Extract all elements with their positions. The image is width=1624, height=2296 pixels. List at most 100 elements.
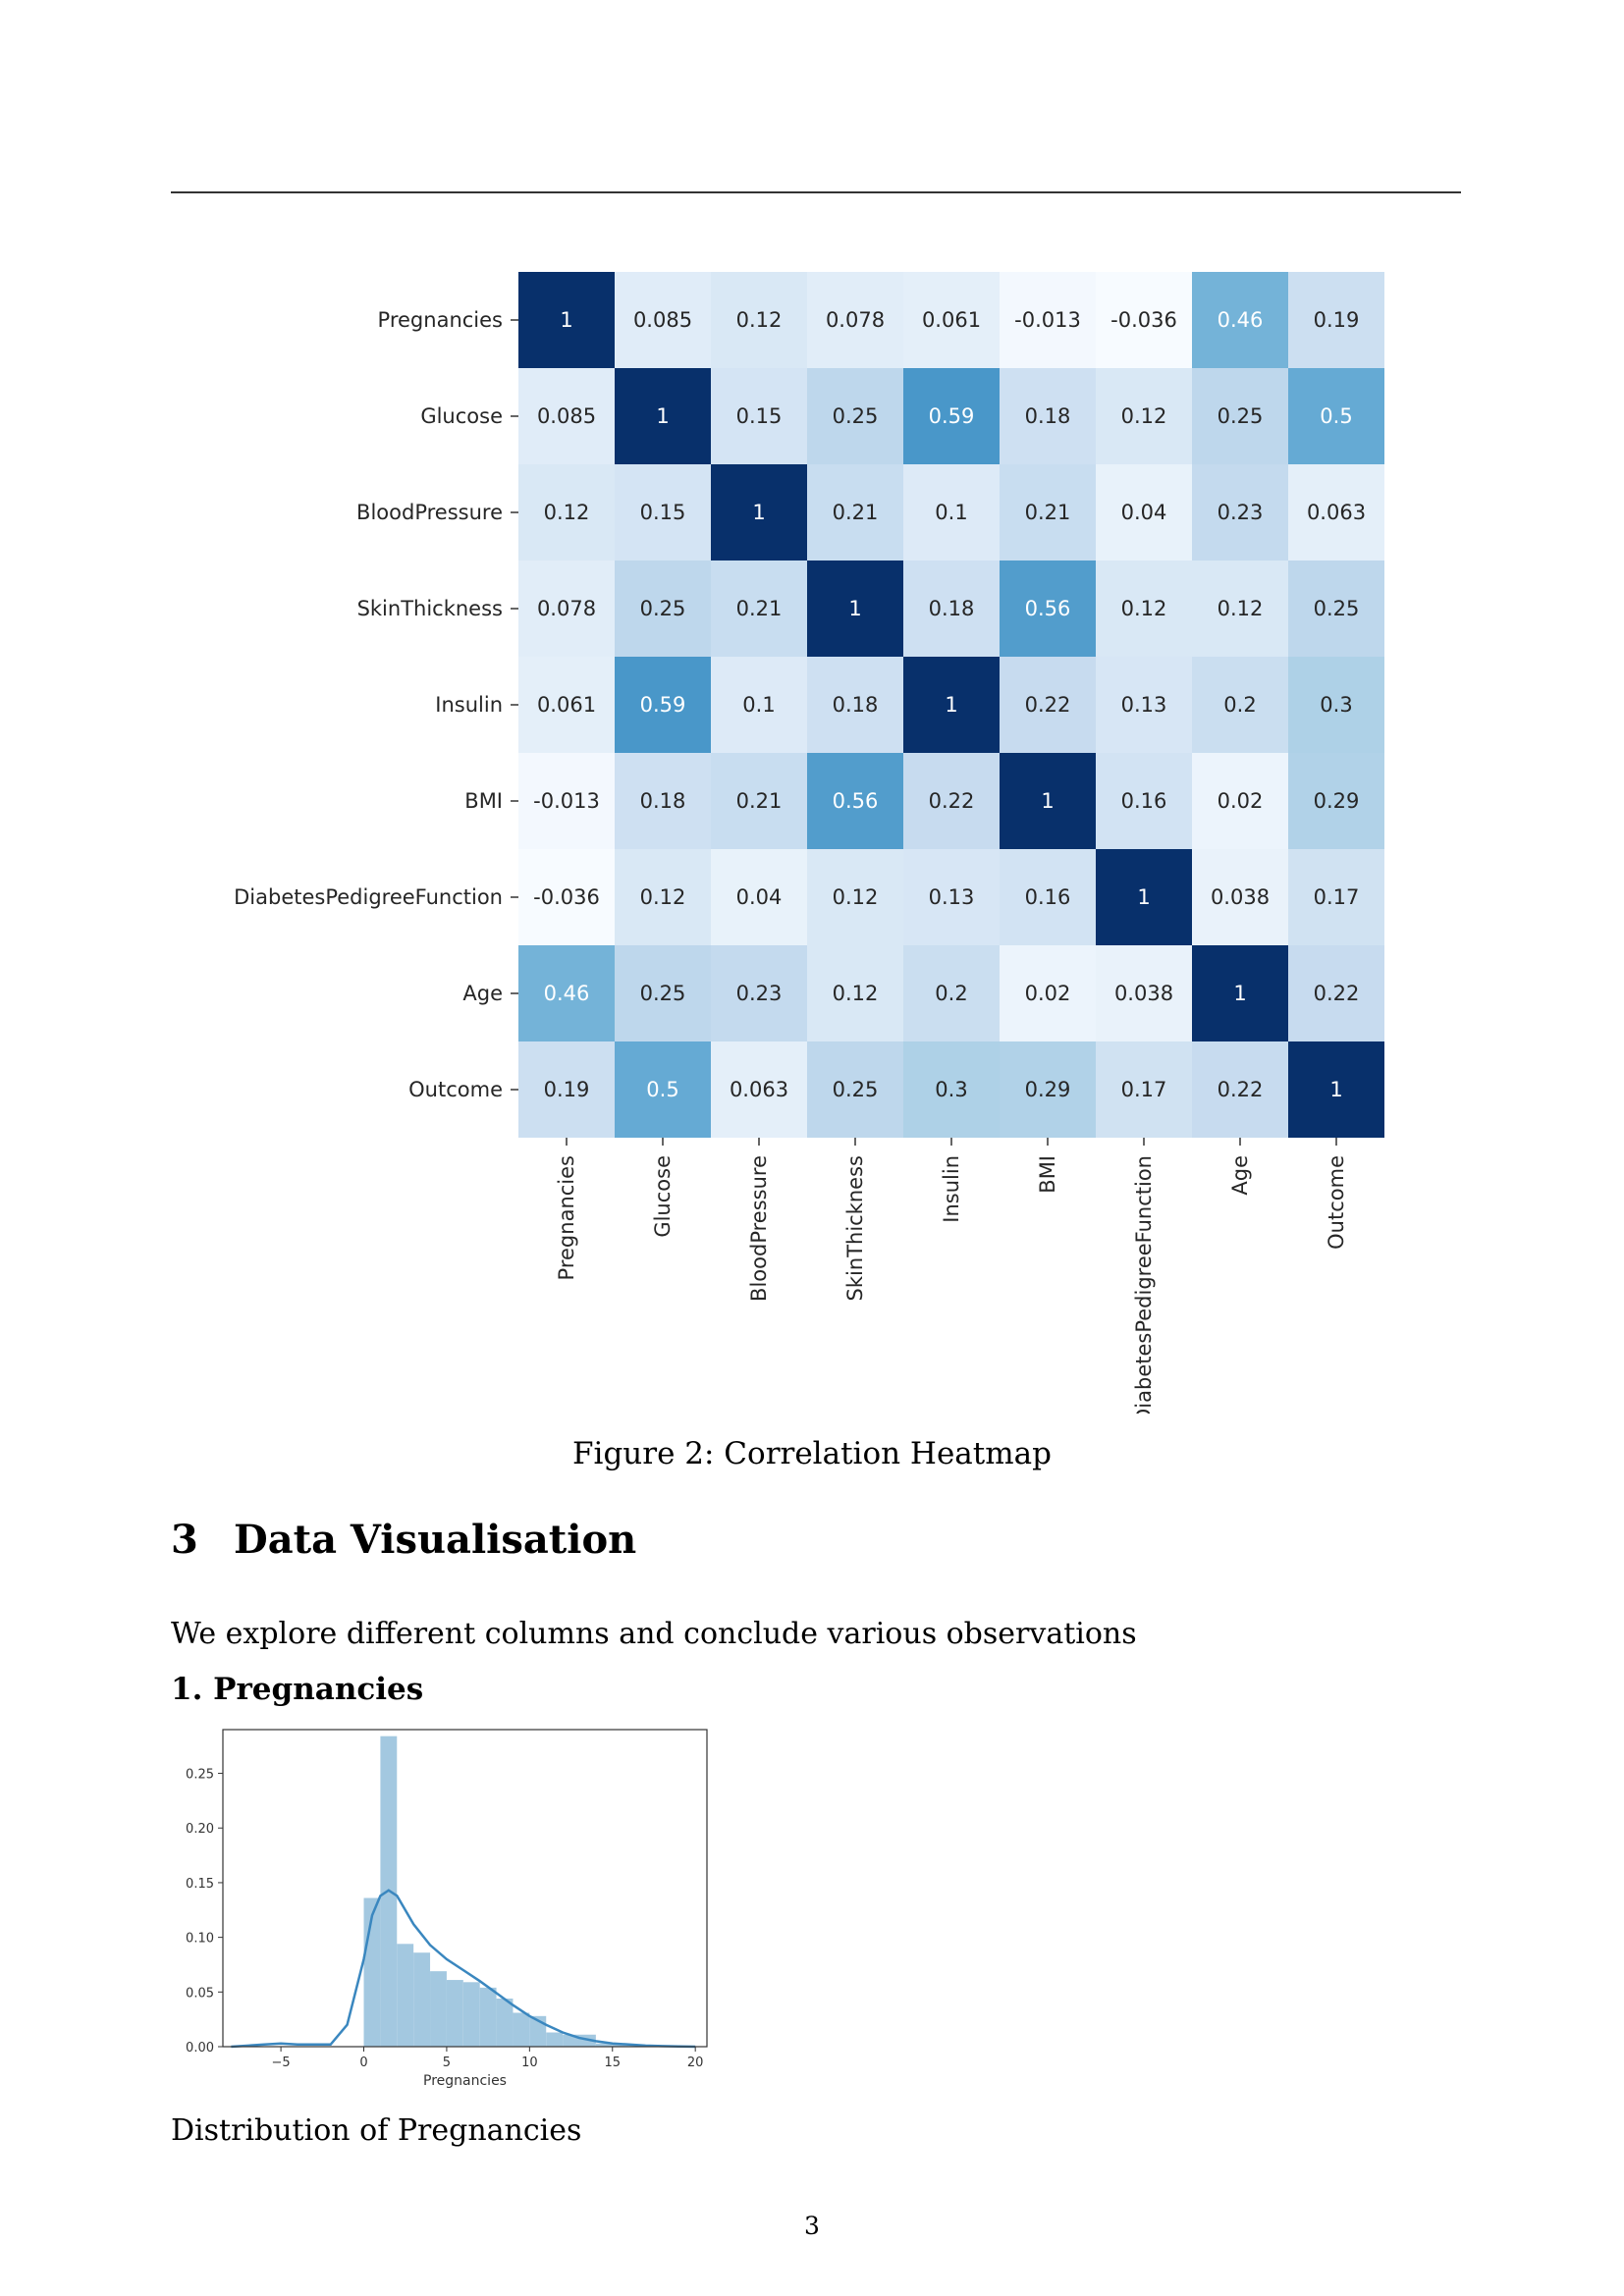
heatmap-cell-value: 0.04 xyxy=(736,885,783,909)
heatmap-cell-value: 0.12 xyxy=(1218,597,1264,620)
heatmap-cell xyxy=(903,272,1000,368)
heatmap-cell xyxy=(518,561,615,657)
heatmap-cell xyxy=(711,368,807,464)
histogram-bar xyxy=(496,1998,514,2047)
heatmap-cell xyxy=(711,849,807,945)
heatmap-cell xyxy=(615,945,711,1041)
heatmap-cell-value: 0.18 xyxy=(929,597,975,620)
intro-text: We explore different columns and conclud… xyxy=(171,1617,1137,1651)
heatmap-cell-value: 0.19 xyxy=(1314,308,1360,332)
heatmap-cell-value: 0.21 xyxy=(833,501,879,524)
y-tick-label: 0.05 xyxy=(186,1986,214,2001)
heatmap-cell-value: 0.12 xyxy=(736,308,783,332)
heatmap-cell-value: 0.18 xyxy=(1025,404,1071,428)
heatmap-cell-value: 0.25 xyxy=(1218,404,1264,428)
heatmap-cell-value: 0.29 xyxy=(1025,1078,1071,1101)
heatmap-cell xyxy=(1096,849,1192,945)
heatmap-cell-value: 0.59 xyxy=(640,693,686,717)
heatmap-cell xyxy=(1096,1041,1192,1138)
heatmap-cell-value: 0.25 xyxy=(640,597,686,620)
heatmap-cell-value: 0.56 xyxy=(833,789,879,813)
heatmap-cell xyxy=(1000,561,1096,657)
heatmap-cell-value: 0.25 xyxy=(833,404,879,428)
heatmap-cell-value: 0.22 xyxy=(1218,1078,1264,1101)
heatmap-cell xyxy=(807,464,903,561)
heatmap-cell xyxy=(1096,464,1192,561)
heatmap-cell xyxy=(1288,464,1384,561)
x-tick-label: SkinThickness xyxy=(843,1155,867,1301)
histogram-bar xyxy=(612,2044,629,2047)
heatmap-cell xyxy=(807,272,903,368)
y-tick-label: 0.25 xyxy=(186,1768,214,1783)
plot-frame xyxy=(222,1729,708,2048)
heatmap-cell xyxy=(615,464,711,561)
heatmap-cell-value: -0.036 xyxy=(1110,308,1177,332)
heatmap-cell xyxy=(1192,1041,1288,1138)
heatmap-cell-value: 0.1 xyxy=(935,501,967,524)
heatmap-cell xyxy=(518,849,615,945)
heatmap-cell-value: 0.061 xyxy=(922,308,981,332)
heatmap-cell-value: 0.085 xyxy=(537,404,596,428)
heatmap-cell xyxy=(1000,464,1096,561)
heatmap-cell-value: 0.21 xyxy=(736,789,783,813)
kde-line xyxy=(231,1889,696,2049)
section-title: Data Visualisation xyxy=(234,1517,637,1563)
heatmap-cell xyxy=(1096,657,1192,753)
heatmap-cell-value: 1 xyxy=(560,308,572,332)
heatmap-cell-value: 0.5 xyxy=(1320,404,1352,428)
histogram-bar xyxy=(462,1982,480,2047)
heatmap-cell xyxy=(1000,1041,1096,1138)
heatmap-cell-value: 0.23 xyxy=(736,982,783,1005)
heatmap-cell xyxy=(1192,657,1288,753)
heatmap-cell-value: 0.04 xyxy=(1121,501,1167,524)
heatmap-cell xyxy=(1192,753,1288,849)
heatmap-cell-value: 1 xyxy=(1137,885,1150,909)
heatmap-cell-value: 0.13 xyxy=(929,885,975,909)
heatmap-cell xyxy=(711,657,807,753)
heatmap-cell xyxy=(615,849,711,945)
heatmap-cell-value: 0.13 xyxy=(1121,693,1167,717)
heatmap-cell xyxy=(1288,753,1384,849)
x-tick-label: Outcome xyxy=(1325,1155,1348,1250)
heatmap-cell xyxy=(711,464,807,561)
heatmap-cell-value: 0.2 xyxy=(935,982,967,1005)
heatmap-cell-value: 1 xyxy=(752,501,765,524)
heatmap-cell xyxy=(903,1041,1000,1138)
x-tick-label: 0 xyxy=(359,2056,367,2070)
heatmap-cell xyxy=(1288,368,1384,464)
heatmap-cell-value: 0.085 xyxy=(633,308,692,332)
heatmap-cell xyxy=(807,561,903,657)
heatmap-cell xyxy=(903,849,1000,945)
heatmap-cell-value: 0.16 xyxy=(1025,885,1071,909)
histogram-bar xyxy=(397,1944,414,2047)
heatmap-cell xyxy=(711,945,807,1041)
heatmap-cell-value: 0.15 xyxy=(640,501,686,524)
heatmap-cell xyxy=(518,753,615,849)
heatmap-cell-value: 0.2 xyxy=(1223,693,1256,717)
pregnancies-histogram: −5 0 5 10 15 20 0.00 0.05 0.10 0.15 0.20 0.25 Pregna… xyxy=(186,1729,708,2089)
heatmap-cell xyxy=(807,849,903,945)
x-tick-label: Glucose xyxy=(651,1155,675,1238)
heatmap-cell-value: 0.063 xyxy=(1307,501,1366,524)
heatmap-cell-value: 0.25 xyxy=(833,1078,879,1101)
section-heading: 3 Data Visualisation xyxy=(171,1517,636,1563)
heatmap-cell-value: 0.078 xyxy=(537,597,596,620)
histogram-caption: Distribution of Pregnancies xyxy=(171,2113,582,2148)
heatmap-cell-value: 0.23 xyxy=(1218,501,1264,524)
x-tick-label: Insulin xyxy=(940,1155,963,1223)
heatmap-cell xyxy=(903,561,1000,657)
heatmap-cell xyxy=(711,753,807,849)
x-axis-label: Pregnancies xyxy=(423,2073,507,2089)
heatmap-cell-value: 0.16 xyxy=(1121,789,1167,813)
heatmap-cell-value: 0.19 xyxy=(544,1078,590,1101)
y-tick-label: Age xyxy=(462,982,503,1005)
heatmap-cell xyxy=(1000,657,1096,753)
heatmap-cell xyxy=(615,1041,711,1138)
heatmap-cell-value: 0.18 xyxy=(833,693,879,717)
heatmap-cell xyxy=(1096,753,1192,849)
x-tick-label: 15 xyxy=(604,2056,621,2070)
heatmap-cell-value: -0.036 xyxy=(533,885,600,909)
section-number: 3 xyxy=(171,1517,198,1563)
heatmap-cell-value: 0.56 xyxy=(1025,597,1071,620)
x-tick-label: BloodPressure xyxy=(747,1155,771,1302)
